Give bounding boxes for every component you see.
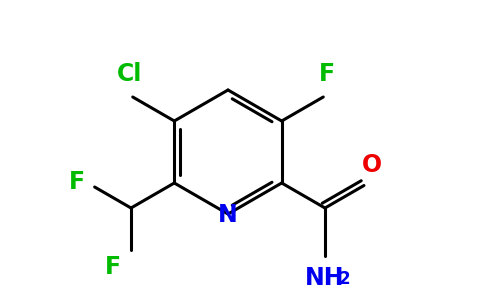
Text: 2: 2 xyxy=(339,270,350,288)
Text: Cl: Cl xyxy=(117,62,142,86)
Text: NH: NH xyxy=(305,266,345,290)
Text: F: F xyxy=(319,62,335,86)
Text: O: O xyxy=(362,154,382,178)
Text: F: F xyxy=(105,255,121,279)
Text: N: N xyxy=(218,203,238,227)
Text: F: F xyxy=(69,170,85,194)
